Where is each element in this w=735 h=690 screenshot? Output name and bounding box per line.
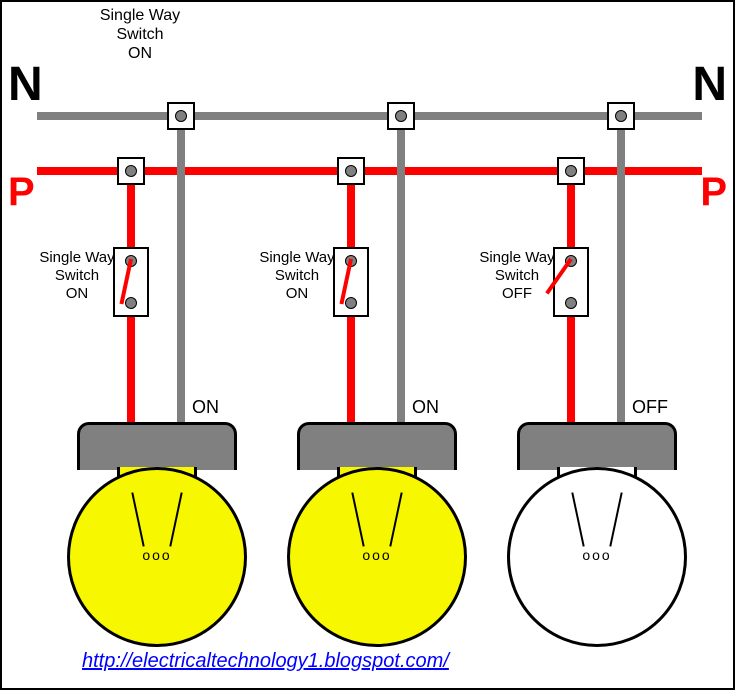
bulb-base [517, 422, 677, 470]
junction-box [607, 102, 635, 130]
switch-terminal [565, 297, 577, 309]
phase-drop-bottom [567, 317, 575, 427]
switch-terminal [125, 297, 137, 309]
junction-box [557, 157, 585, 185]
title-label: Single Way Switch ON [80, 6, 200, 64]
phase-drop-bottom [127, 317, 135, 427]
source-url: http://electricaltechnology1.blogspot.co… [82, 650, 449, 673]
neutral-drop [397, 112, 405, 427]
switch-label: Single Way Switch OFF [472, 249, 562, 303]
circuit-diagram: Single Way Switch ON N N P P Single Way Switc… [0, 0, 735, 690]
bulb-base [77, 422, 237, 470]
junction-box [117, 157, 145, 185]
bulb-state-label: ON [412, 397, 439, 419]
phase-label-right: P [700, 170, 727, 215]
neutral-label-left: N [8, 57, 43, 112]
filament: ooo [577, 547, 617, 563]
switch-terminal [345, 297, 357, 309]
phase-drop-bottom [347, 317, 355, 427]
switch-label: Single Way Switch ON [252, 249, 342, 303]
filament: ooo [357, 547, 397, 563]
filament: ooo [137, 547, 177, 563]
junction-box [337, 157, 365, 185]
neutral-bus [37, 112, 702, 120]
bulb-base [297, 422, 457, 470]
junction-box [167, 102, 195, 130]
switch-label: Single Way Switch ON [32, 249, 122, 303]
bulb-state-label: OFF [632, 397, 668, 419]
neutral-drop [617, 112, 625, 427]
phase-label-left: P [8, 170, 35, 215]
junction-box [387, 102, 415, 130]
bulb-state-label: ON [192, 397, 219, 419]
neutral-label-right: N [692, 57, 727, 112]
neutral-drop [177, 112, 185, 427]
